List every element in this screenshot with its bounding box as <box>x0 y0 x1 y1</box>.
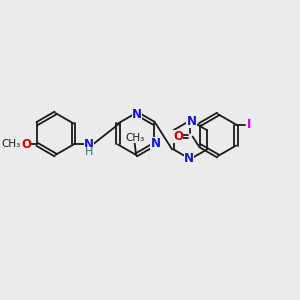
Text: N: N <box>150 137 161 150</box>
Text: N: N <box>132 108 142 121</box>
Text: I: I <box>247 118 251 131</box>
Text: O: O <box>173 130 183 143</box>
Text: N: N <box>186 115 197 128</box>
Text: N: N <box>184 152 194 165</box>
Text: CH₃: CH₃ <box>2 140 21 149</box>
Text: H: H <box>85 147 93 157</box>
Text: N: N <box>84 138 94 151</box>
Text: CH₃: CH₃ <box>125 133 144 143</box>
Text: O: O <box>21 138 31 151</box>
